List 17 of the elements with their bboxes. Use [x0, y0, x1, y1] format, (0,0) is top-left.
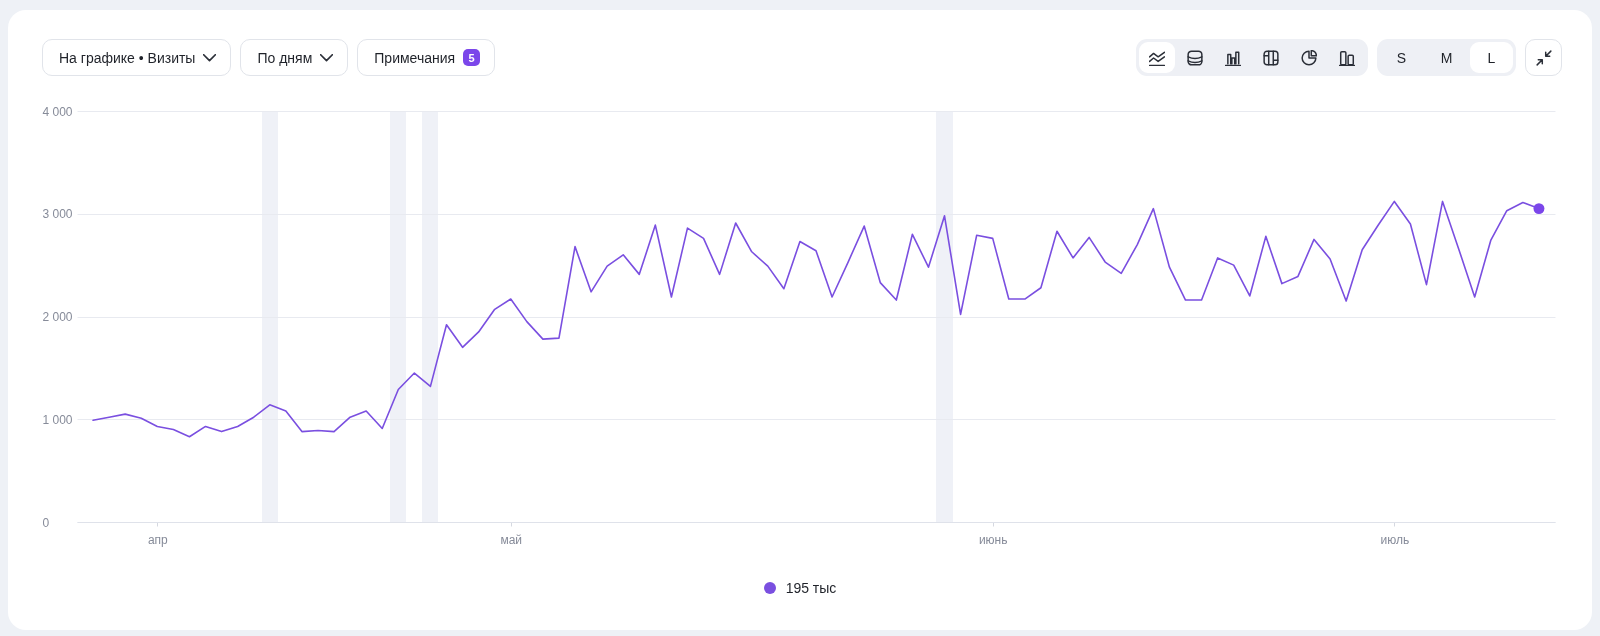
text: 5 [463, 49, 481, 66]
x-tick-label: апр [147, 532, 169, 547]
text: На графике • Визиты [59, 49, 196, 66]
x-tick-label: май [500, 532, 523, 547]
text: Примечания [374, 49, 456, 66]
text: M [1439, 48, 1454, 68]
x-tick-label: июнь [978, 532, 1008, 547]
y-tick-label: 4 000 [42, 104, 73, 119]
text: S [1395, 48, 1408, 68]
y-tick-label: 3 000 [42, 207, 73, 222]
y-tick-label: 0 [42, 515, 50, 530]
y-tick-label: 2 000 [42, 310, 73, 324]
y-tick-label: 1 000 [42, 412, 73, 427]
text: 195 тыс [785, 580, 837, 596]
text: L [1470, 42, 1513, 73]
x-tick-label: июль [1380, 532, 1410, 547]
text: По дням [257, 49, 313, 66]
